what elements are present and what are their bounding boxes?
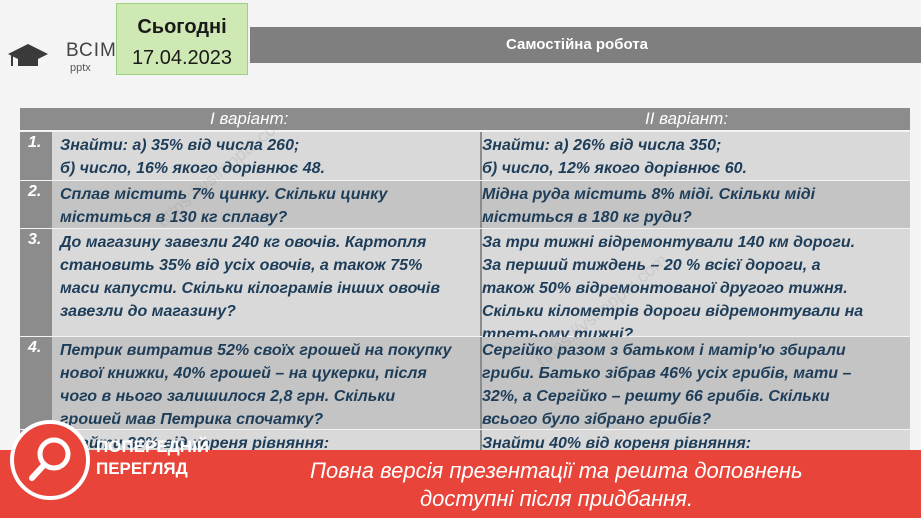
table-row: 2. Сплав містить 7% цинку. Скільки цинку… (20, 181, 910, 228)
row-number: 3. (28, 231, 42, 248)
table-header: І варіант: ІІ варіант: (20, 108, 910, 130)
date-box: Сьогодні 17.04.2023 (116, 3, 248, 75)
variant-1-task: Петрик витратив 52% своїх грошей на поку… (60, 342, 452, 428)
banner-line-2: доступні після придбання. (420, 486, 694, 511)
variant-2-task: Сергійко разом з батьком і матір'ю збира… (482, 342, 852, 428)
task-table: І варіант: ІІ варіант: 1. Знайти: а) 35%… (20, 108, 910, 518)
page-title: Самостійна робота (506, 36, 648, 53)
table-row: 4. Петрик витратив 52% своїх грошей на п… (20, 337, 910, 429)
preview-badge[interactable]: ПОПЕРЕДНІЙ ПЕРЕГЛЯД (0, 405, 230, 518)
date-value: 17.04.2023 (131, 47, 233, 69)
variant-2-task: За три тижні відремонтували 140 км дорог… (482, 234, 864, 343)
date-label: Сьогодні (137, 16, 227, 38)
table-row: 1. Знайти: а) 35% від числа 260; б) числ… (20, 132, 910, 180)
variant-2-header: ІІ варіант: (645, 109, 729, 128)
logo-brand: ВСІМ (66, 40, 117, 61)
purchase-banner: Повна версія презентації та решта доповн… (0, 450, 921, 518)
variant-1-header: І варіант: (210, 109, 289, 128)
magnifier-icon (29, 437, 71, 481)
title-bar: Самостійна робота (250, 27, 921, 63)
variant-2-task: Знайти: а) 26% від числа 350; б) число, … (482, 137, 747, 177)
banner-line-1: Повна версія презентації та решта доповн… (310, 458, 803, 483)
row-number: 2. (28, 183, 42, 200)
preview-circle (10, 420, 90, 500)
logo: ВСІМ pptx (8, 38, 118, 74)
table-row: 3. До магазину завезли 240 кг овочів. Ка… (20, 229, 910, 343)
variant-1-task: До магазину завезли 240 кг овочів. Карто… (60, 234, 440, 320)
row-number: 4. (28, 339, 42, 356)
variant-1-task: Знайти: а) 35% від числа 260; б) число, … (60, 137, 325, 177)
preview-label-2: ПЕРЕГЛЯД (96, 459, 188, 478)
variant-1-task: Сплав містить 7% цинку. Скільки цинку мі… (60, 186, 388, 226)
graduation-cap-icon (8, 44, 48, 66)
logo-sub: pptx (70, 62, 91, 74)
preview-label-1: ПОПЕРЕДНІЙ (96, 437, 210, 456)
row-number: 1. (28, 134, 42, 151)
variant-2-task: Мідна руда містить 8% міді. Скільки міді… (482, 186, 816, 226)
